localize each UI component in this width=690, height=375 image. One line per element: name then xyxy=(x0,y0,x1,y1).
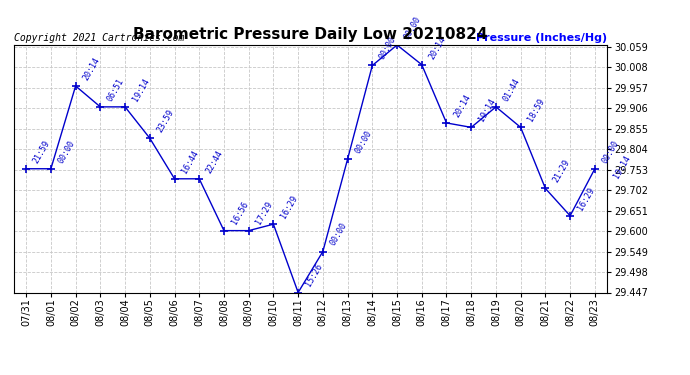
Text: 19:14: 19:14 xyxy=(477,97,497,123)
Text: 20:14: 20:14 xyxy=(427,34,448,60)
Text: 20:14: 20:14 xyxy=(452,93,473,119)
Text: 00:00: 00:00 xyxy=(328,221,348,248)
Text: 16:44: 16:44 xyxy=(180,148,200,175)
Text: 15:26: 15:26 xyxy=(304,262,324,288)
Text: 16:29: 16:29 xyxy=(279,194,299,220)
Text: 23:59: 23:59 xyxy=(155,108,176,134)
Text: 22:44: 22:44 xyxy=(205,148,225,175)
Text: 00:00: 00:00 xyxy=(57,138,77,165)
Text: 00:00: 00:00 xyxy=(378,35,398,62)
Text: 17:29: 17:29 xyxy=(254,200,275,226)
Text: Pressure (Inches/Hg): Pressure (Inches/Hg) xyxy=(476,33,607,42)
Text: 19:14: 19:14 xyxy=(130,76,151,103)
Text: 21:59: 21:59 xyxy=(32,138,52,165)
Text: 16:29: 16:29 xyxy=(575,186,596,211)
Text: 00:00: 00:00 xyxy=(353,129,373,155)
Text: 20:14: 20:14 xyxy=(81,56,101,82)
Text: 00:00: 00:00 xyxy=(402,15,423,41)
Text: Copyright 2021 Cartronics.com: Copyright 2021 Cartronics.com xyxy=(14,33,184,42)
Title: Barometric Pressure Daily Low 20210824: Barometric Pressure Daily Low 20210824 xyxy=(133,27,488,42)
Text: 21:29: 21:29 xyxy=(551,158,571,184)
Text: 06:51: 06:51 xyxy=(106,76,126,103)
Text: 19:14: 19:14 xyxy=(611,154,632,180)
Text: 00:00: 00:00 xyxy=(600,138,621,165)
Text: 16:56: 16:56 xyxy=(230,200,250,226)
Text: 01:44: 01:44 xyxy=(502,76,522,103)
Text: 18:59: 18:59 xyxy=(526,97,546,123)
